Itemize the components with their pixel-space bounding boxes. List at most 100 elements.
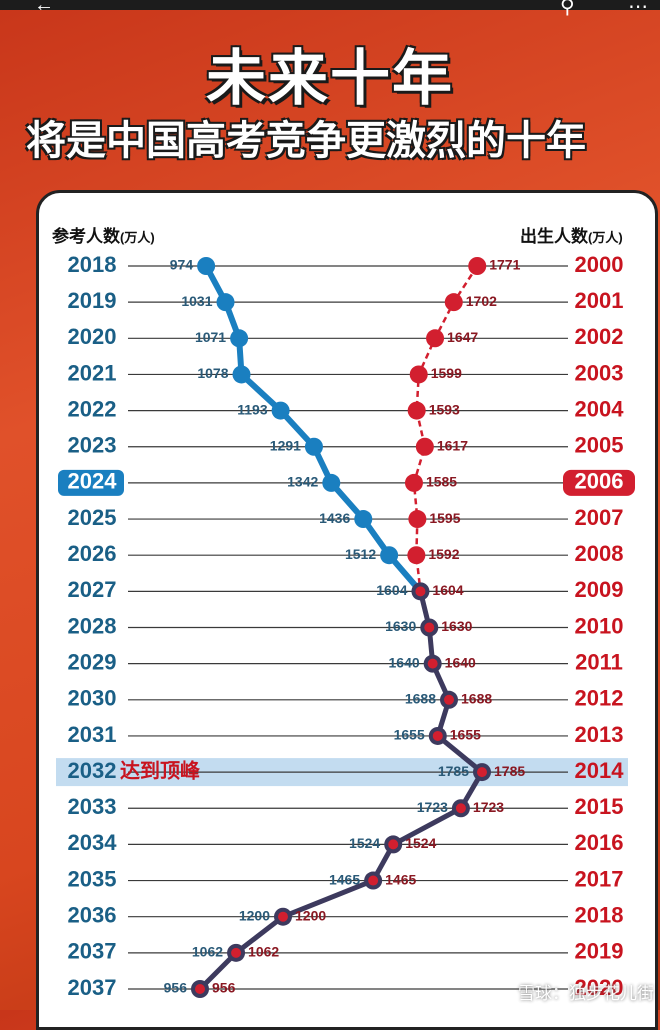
birth-value-label: 1640 [445, 654, 476, 670]
examinee-value-label: 1630 [385, 618, 416, 634]
examinee-value-label: 1512 [345, 546, 376, 562]
birth-year-label: 2010 [575, 613, 624, 638]
projected-point-core [195, 984, 205, 994]
exam-year-label: 2020 [68, 324, 117, 349]
birth-point [409, 365, 428, 384]
birth-value-label: 956 [212, 980, 236, 996]
exam-year-label: 2034 [68, 830, 118, 855]
examinee-point [304, 437, 323, 456]
peak-label: 达到顶峰 [120, 758, 200, 782]
exam-year-label: 2029 [68, 649, 117, 674]
birth-year-highlight-box [563, 469, 635, 496]
birth-year-label: 2007 [575, 505, 624, 530]
exam-year-label: 2021 [68, 360, 117, 385]
birth-year-label: 2019 [575, 939, 624, 964]
birth-year-label: 2014 [575, 758, 625, 783]
projected-point-core [231, 947, 242, 958]
examinee-point [197, 257, 216, 275]
watermark: 雪球：独步花儿街 [518, 984, 654, 1003]
birth-year-label: 2001 [575, 288, 624, 313]
more-icon[interactable]: ⋯ [628, 0, 648, 18]
exam-year-label: 2022 [68, 396, 117, 421]
birth-value-label: 1595 [429, 510, 460, 526]
examinees-line [203, 264, 423, 594]
examinee-value-label: 1436 [319, 510, 350, 526]
examinee-value-label: 1785 [438, 763, 469, 779]
birth-value-label: 1702 [466, 293, 497, 309]
examinee-value-label: 1071 [195, 329, 226, 345]
birth-year-label: 2009 [575, 577, 624, 602]
birth-value-label: 1200 [295, 907, 326, 923]
examinee-value-label: 1291 [270, 437, 301, 453]
birth-year-label: 2002 [575, 324, 624, 349]
exam-year-label: 2030 [68, 686, 117, 711]
examinee-value-label: 1342 [287, 474, 318, 490]
examinee-value-label: 1465 [329, 871, 360, 887]
birth-value-label: 1592 [428, 546, 459, 562]
exam-year-label: 2037 [68, 975, 117, 1000]
birth-year-label: 2000 [575, 252, 624, 277]
birth-year-label: 2004 [575, 396, 625, 421]
projected-point-core [432, 730, 443, 741]
right-column-header: 出生人数(万人) [520, 222, 623, 247]
birth-year-label: 2018 [575, 903, 624, 928]
birth-value-label: 1617 [437, 437, 468, 453]
exam-year-highlight-box [58, 469, 124, 496]
projected-point-core [424, 622, 435, 633]
exam-year-label: 2036 [68, 903, 117, 928]
birth-point [415, 437, 434, 456]
examinee-value-label: 956 [164, 980, 188, 996]
exam-year-label: 2032 [68, 758, 117, 783]
exam-year-label: 2025 [68, 505, 117, 530]
exam-year-label: 2018 [68, 252, 117, 277]
page-title: 未来十年 [206, 44, 454, 114]
left-column-header: 参考人数(万人) [52, 222, 155, 247]
left-column-unit: (万人) [120, 230, 155, 245]
left-column-title: 参考人数 [52, 227, 120, 246]
examinee-point [232, 365, 251, 384]
birth-point [444, 293, 463, 312]
birth-value-label: 1524 [405, 835, 436, 851]
birth-value-label: 1723 [473, 799, 504, 815]
birth-year-label: 2005 [575, 433, 624, 458]
examinee-value-label: 1604 [376, 582, 407, 598]
birth-year-label: 2013 [575, 722, 624, 747]
examinee-point [271, 401, 290, 420]
birth-year-label: 2008 [575, 541, 624, 566]
examinee-point [322, 473, 341, 492]
examinee-value-label: 1655 [394, 727, 425, 743]
projected-point-core [388, 839, 399, 850]
back-icon[interactable]: ← [34, 0, 54, 16]
examinee-point [216, 293, 235, 312]
birth-year-label: 2020 [575, 975, 624, 1000]
examinee-value-label: 1524 [349, 835, 380, 851]
birth-value-label: 1604 [432, 582, 463, 598]
birth-year-label: 2016 [575, 830, 624, 855]
exam-year-label: 2023 [68, 433, 117, 458]
status-bar [0, 0, 660, 10]
exam-year-label: 2024 [68, 469, 118, 494]
examinee-value-label: 1640 [389, 654, 420, 670]
birth-year-label: 2017 [575, 866, 624, 891]
examinee-value-label: 1193 [237, 401, 268, 417]
projected-point-core [278, 911, 289, 922]
examinee-point [354, 510, 373, 529]
right-column-title: 出生人数 [520, 227, 588, 246]
examinee-value-label: 974 [170, 257, 194, 273]
examinee-point [230, 329, 249, 348]
exam-year-label: 2037 [68, 939, 117, 964]
right-column-unit: (万人) [588, 230, 623, 245]
examinee-value-label: 1062 [192, 944, 223, 960]
birth-point [468, 257, 487, 275]
exam-year-label: 2033 [68, 794, 117, 819]
birth-value-label: 1688 [461, 691, 492, 707]
search-icon[interactable]: ⚲ [560, 0, 575, 18]
birth-point [408, 510, 427, 529]
exam-year-label: 2026 [68, 541, 117, 566]
projected-point-core [368, 875, 379, 886]
examinee-value-label: 1078 [197, 365, 228, 381]
exam-year-label: 2031 [68, 722, 117, 747]
examinee-value-label: 1688 [405, 691, 436, 707]
exam-year-label: 2019 [68, 288, 117, 313]
